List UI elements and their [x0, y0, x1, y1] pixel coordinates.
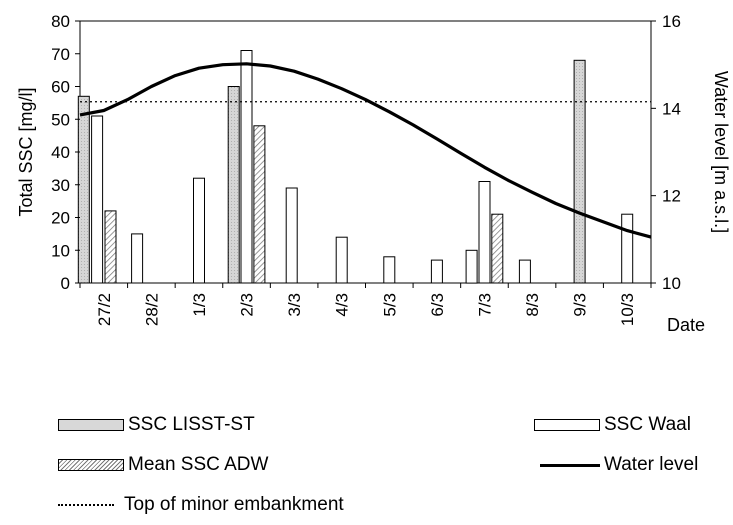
legend-label-water-level: Water level — [604, 454, 699, 475]
y-tick-label-30: 30 — [51, 176, 70, 195]
bar-ssc-waal-6 — [240, 50, 253, 284]
chart: 0 10 20 30 40 50 60 70 80 10 12 14 16 27/2 28/2 1/3 2/3 3… — [16, 12, 731, 335]
lines-layer — [79, 62, 652, 239]
bar-ssc-waal-8 — [285, 187, 298, 284]
x-tick-label-5-3: 5/3 — [380, 293, 399, 317]
bar-mean-ssc-adw-14 — [491, 213, 504, 284]
bar-ssc-waal-3 — [131, 233, 144, 284]
x-tick-label-4-3: 4/3 — [333, 293, 352, 317]
bar-mean-ssc-adw-7 — [253, 125, 266, 284]
x-tick-label-27-2: 27/2 — [95, 293, 114, 326]
legend-swatch-water-level — [540, 463, 600, 467]
bar-ssc-waal-1 — [91, 115, 104, 284]
bar-ssc-waal-15 — [518, 259, 531, 284]
y-axis-title: Total SSC [mg/l] — [16, 87, 36, 216]
y-tick-label-50: 50 — [51, 110, 70, 129]
axes-layer: 0 10 20 30 40 50 60 70 80 10 12 14 16 27/2 28/2 1/3 2/3 3… — [51, 12, 681, 326]
legend-swatch-waal — [534, 419, 600, 431]
legend-item-waal: SSC Waal — [534, 414, 691, 436]
bar-ssc-waal-10 — [383, 256, 396, 284]
legend-swatch-embankment — [58, 504, 114, 506]
y-tick-label-70: 70 — [51, 45, 70, 64]
bar-ssc-waal-17 — [621, 213, 634, 284]
legend-item-embankment: Top of minor embankment — [58, 494, 344, 516]
y-tick-label-0: 0 — [61, 274, 70, 293]
x-tick-label-3-3: 3/3 — [285, 293, 304, 317]
bar-ssc-waal-13 — [478, 181, 491, 284]
x-tick-label-2-3: 2/3 — [238, 293, 257, 317]
y-tick-label-80: 80 — [51, 12, 70, 31]
x-tick-label-6-3: 6/3 — [428, 293, 447, 317]
legend-item-adw: Mean SSC ADW — [58, 454, 268, 476]
plot-area — [79, 20, 652, 284]
y-tick-label-60: 60 — [51, 78, 70, 97]
bar-ssc-waal-4 — [193, 177, 205, 284]
y2-tick-label-10: 10 — [662, 274, 681, 293]
bars-layer — [77, 50, 634, 284]
legend-item-lisst: SSC LISST-ST — [58, 414, 255, 436]
bar-ssc-lisst-st-0 — [77, 95, 90, 284]
x-tick-label-8-3: 8/3 — [523, 293, 542, 317]
x-tick-label-28-2: 28/2 — [142, 293, 161, 326]
legend-label-adw: Mean SSC ADW — [128, 454, 269, 475]
x-tick-label-10-3: 10/3 — [618, 293, 637, 326]
legend-item-water-level: Water level — [540, 454, 698, 476]
legend-label-embankment: Top of minor embankment — [124, 494, 344, 515]
x-tick-label-7-3: 7/3 — [476, 293, 495, 317]
bar-mean-ssc-adw-2 — [104, 210, 117, 284]
legend-label-lisst: SSC LISST-ST — [128, 414, 255, 435]
y2-axis-title: Water level [m a.s.l.] — [711, 71, 731, 233]
bar-ssc-waal-11 — [430, 259, 443, 284]
bar-ssc-lisst-st-5 — [227, 86, 240, 284]
legend-swatch-lisst — [58, 419, 124, 431]
y2-tick-label-12: 12 — [662, 187, 681, 206]
y-tick-label-20: 20 — [51, 209, 70, 228]
legend-label-waal: SSC Waal — [604, 414, 691, 435]
bar-ssc-lisst-st-16 — [573, 59, 586, 284]
y2-tick-label-16: 16 — [662, 12, 681, 31]
water-level-line — [79, 62, 652, 239]
x-axis-title: Date — [667, 315, 705, 335]
bar-ssc-waal-9 — [335, 236, 348, 284]
bar-ssc-waal-12 — [465, 249, 478, 284]
legend-swatch-adw — [58, 459, 124, 471]
y2-tick-label-14: 14 — [662, 99, 681, 118]
y-tick-label-10: 10 — [51, 241, 70, 260]
x-tick-label-9-3: 9/3 — [571, 293, 590, 317]
x-tick-label-1-3: 1/3 — [190, 293, 209, 317]
y-tick-label-40: 40 — [51, 143, 70, 162]
